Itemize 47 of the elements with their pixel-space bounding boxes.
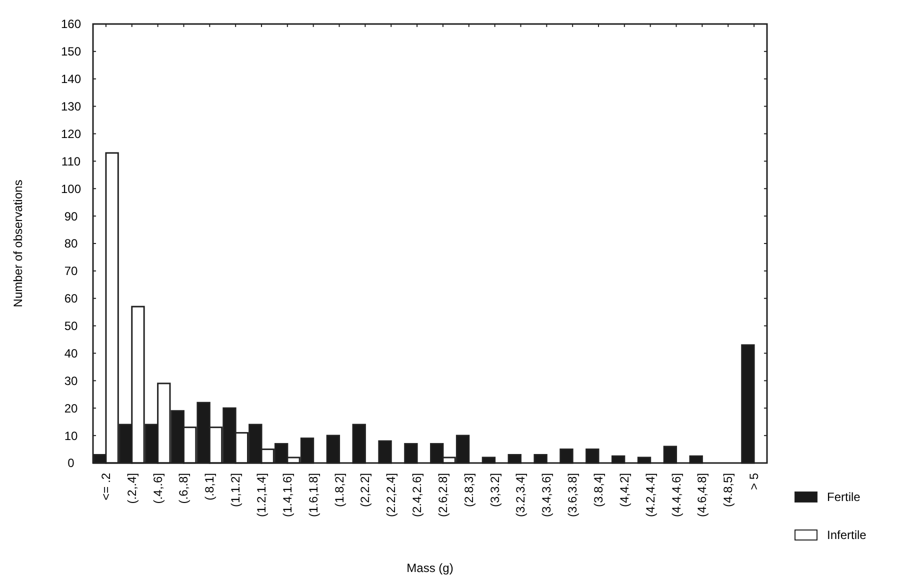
- legend-label: Infertile: [827, 528, 867, 542]
- y-tick-label: 140: [60, 72, 82, 86]
- y-tick-label: 30: [64, 374, 78, 388]
- y-tick-label: 10: [64, 428, 78, 443]
- x-tick-label: (1.2,1.4]: [254, 473, 268, 518]
- x-axis-title: Mass (g): [406, 561, 454, 575]
- y-tick-label: 70: [64, 264, 78, 278]
- x-tick-label: (4,4.2]: [617, 473, 632, 508]
- x-tick-label: (4.2,4.4]: [643, 473, 658, 518]
- x-tick-label: (3.8,4]: [592, 473, 606, 508]
- x-tick-label: (2.8,3]: [462, 473, 476, 508]
- x-tick-label: (4.4,4.6]: [669, 473, 684, 518]
- x-tick-label: (.2,.4]: [124, 473, 139, 504]
- x-tick-label: (3,3.2]: [488, 473, 502, 508]
- x-tick-label: (3.4,3.6]: [540, 473, 554, 518]
- y-tick-label: 40: [64, 346, 78, 360]
- y-tick-label: 150: [60, 44, 82, 59]
- x-tick-label: (2.2,2.4]: [384, 473, 398, 518]
- y-tick-label: 160: [60, 17, 82, 32]
- y-tick-label: 120: [60, 126, 82, 141]
- y-tick-label: 90: [64, 209, 78, 224]
- x-tick-label: (4.6,4.8]: [695, 473, 710, 518]
- y-tick-label: 130: [60, 100, 82, 114]
- y-tick-label: 110: [61, 154, 81, 168]
- x-tick-label: (.4,.6]: [150, 473, 165, 504]
- x-tick-label: (1.6,1.8]: [306, 473, 320, 518]
- y-tick-label: 100: [60, 182, 82, 196]
- y-axis-title: Number of observations: [11, 180, 25, 308]
- x-tick-label: (3.2,3.4]: [514, 473, 528, 518]
- x-tick-label: > 5: [747, 472, 762, 490]
- x-tick-label: (2.6,2.8]: [436, 473, 450, 518]
- x-tick-label: (4.8,5]: [721, 473, 736, 508]
- x-tick-label: (.6,.8]: [176, 473, 191, 504]
- y-tick-label: 60: [64, 292, 78, 306]
- x-tick-label: (2.4,2.6]: [410, 473, 424, 518]
- x-tick-label: (1,1.2]: [228, 473, 243, 508]
- y-tick-label: 50: [64, 319, 78, 334]
- x-tick-label: (1.4,1.6]: [280, 473, 294, 518]
- y-tick-label: 80: [64, 236, 78, 251]
- x-tick-label: <= .2: [98, 472, 113, 500]
- y-tick-label: 0: [68, 456, 75, 470]
- legend-label: Fertile: [827, 490, 861, 504]
- x-tick-label: (2,2.2]: [358, 473, 372, 508]
- x-tick-label: (1.8,2]: [332, 473, 346, 508]
- x-tick-label: (.8,1]: [202, 473, 217, 500]
- x-tick-label: (3.6,3.8]: [566, 473, 580, 518]
- y-tick-label: 20: [64, 401, 78, 416]
